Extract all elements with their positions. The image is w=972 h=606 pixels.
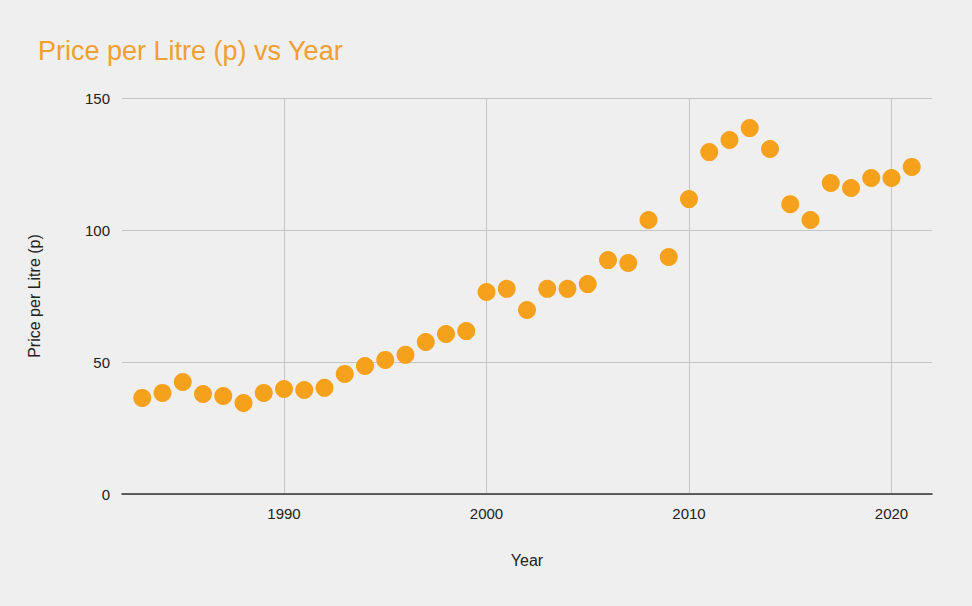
svg-text:2000: 2000 [470, 505, 503, 522]
svg-text:Price per Litre (p): Price per Litre (p) [26, 234, 43, 358]
svg-text:Price per Litre (p) vs Year: Price per Litre (p) vs Year [38, 36, 343, 66]
svg-text:1990: 1990 [267, 505, 300, 522]
svg-text:50: 50 [93, 354, 110, 371]
svg-text:Year: Year [511, 552, 544, 569]
svg-text:100: 100 [85, 222, 110, 239]
svg-text:0: 0 [102, 486, 110, 503]
svg-text:2010: 2010 [672, 505, 705, 522]
svg-text:2020: 2020 [875, 505, 908, 522]
svg-text:150: 150 [85, 90, 110, 107]
